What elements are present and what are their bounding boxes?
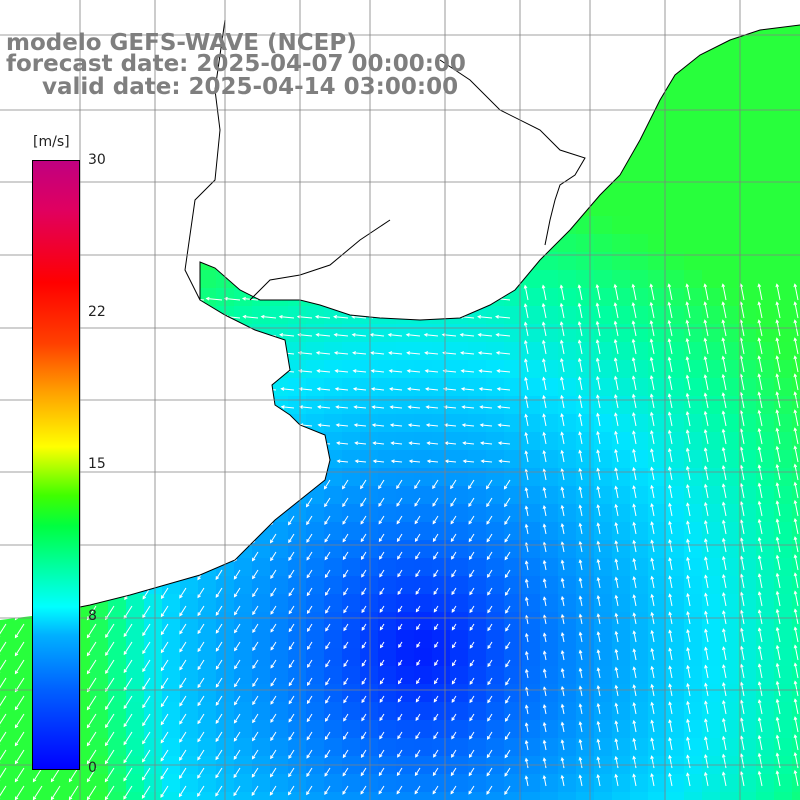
colorbar-tick-8: 8 [88, 608, 97, 624]
colorbar-tick-15: 15 [88, 456, 106, 472]
colorbar-unit: [m/s] [33, 134, 70, 150]
valid-date: valid date: 2025-04-14 03:00:00 [42, 74, 459, 100]
colorbar-tick-0: 0 [88, 760, 97, 776]
model-title: modelo GEFS-WAVE (NCEP) [6, 30, 357, 56]
colorbar-tick-22: 22 [88, 304, 106, 320]
colorbar [32, 160, 80, 770]
colorbar-tick-30: 30 [88, 152, 106, 168]
forecast-date: forecast date: 2025-04-07 00:00:00 [6, 51, 466, 77]
land-mass [39, 19, 800, 616]
